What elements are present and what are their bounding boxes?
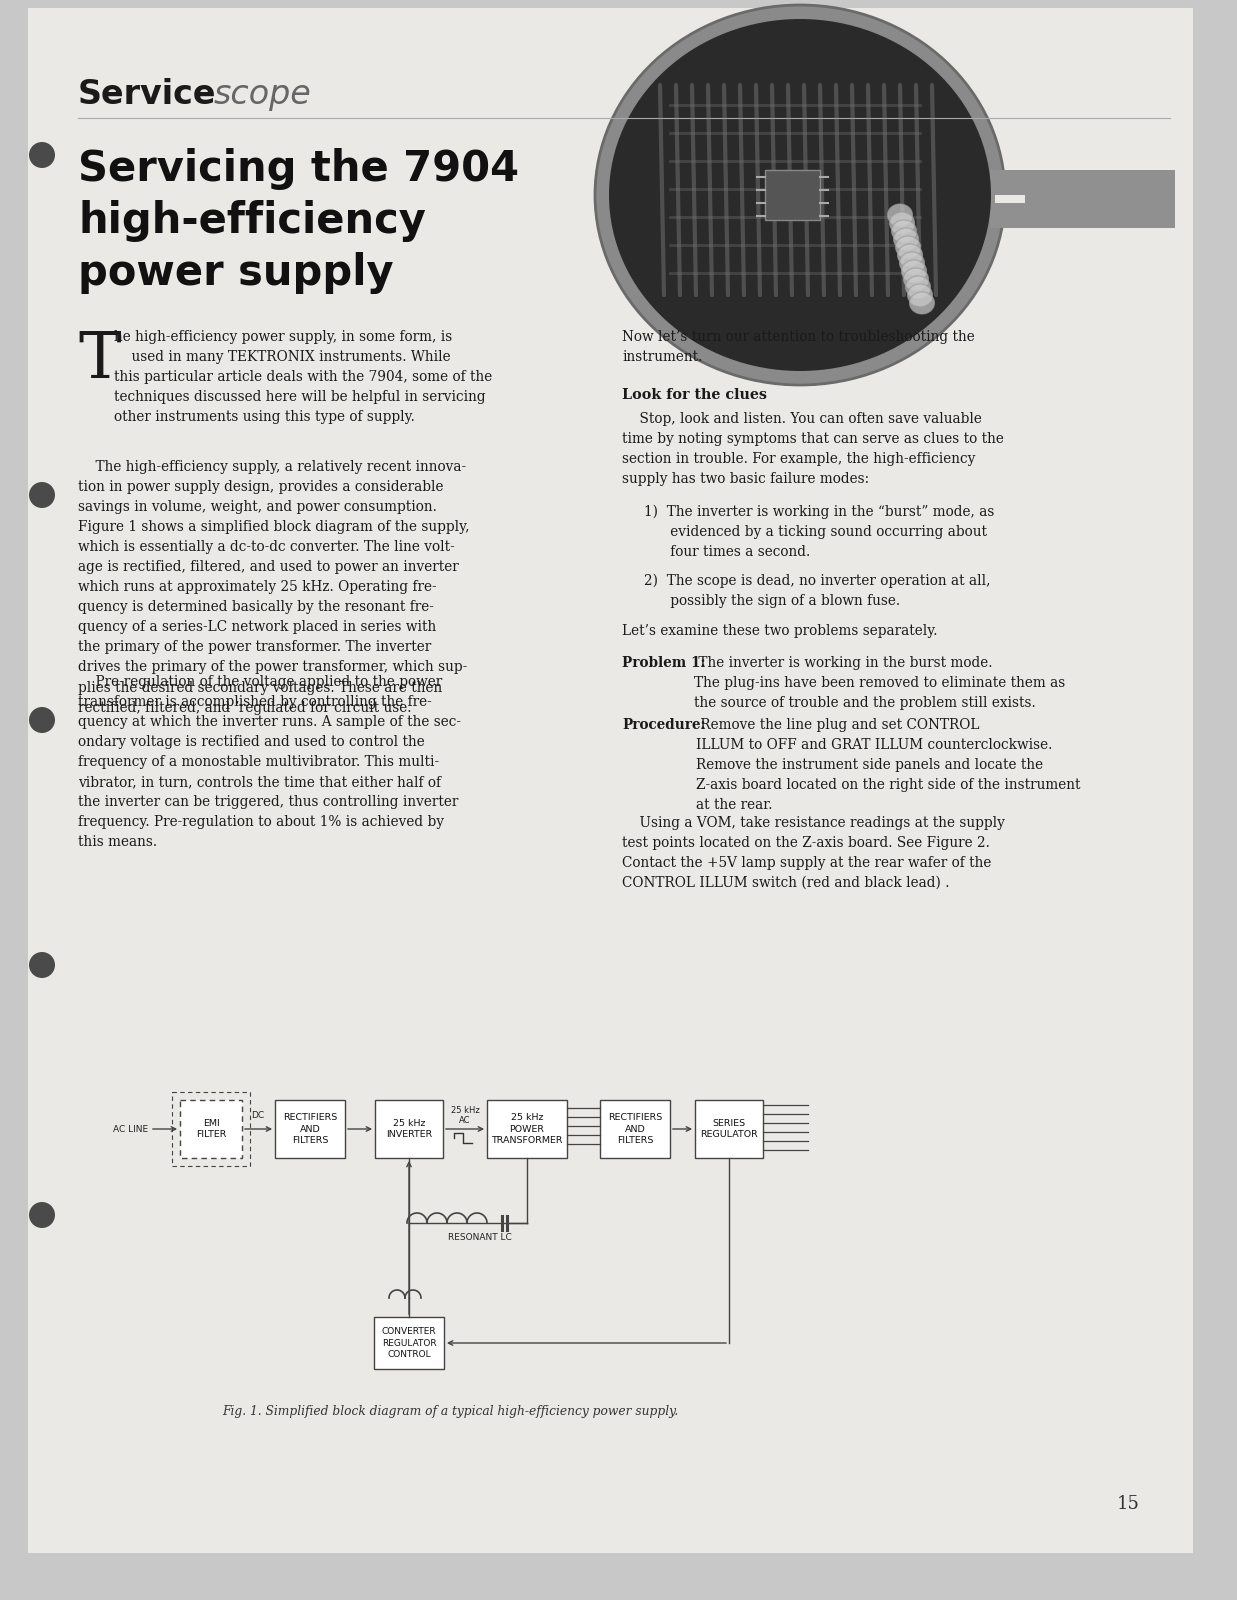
- Text: AC LINE: AC LINE: [113, 1125, 148, 1133]
- Bar: [172, 1091, 250, 1166]
- Text: CONVERTER
REGULATOR
CONTROL: CONVERTER REGULATOR CONTROL: [382, 1328, 437, 1358]
- Text: Procedure:: Procedure:: [622, 718, 705, 733]
- Text: The inverter is working in the burst mode.
The plug-ins have been removed to eli: The inverter is working in the burst mod…: [694, 656, 1065, 710]
- Ellipse shape: [898, 243, 923, 266]
- Text: The high-efficiency supply, a relatively recent innova-
tion in power supply des: The high-efficiency supply, a relatively…: [78, 461, 470, 715]
- Ellipse shape: [899, 251, 924, 274]
- Text: Fig. 1. Simplified block diagram of a typical high-efficiency power supply.: Fig. 1. Simplified block diagram of a ty…: [221, 1405, 678, 1418]
- Text: SERIES
REGULATOR: SERIES REGULATOR: [700, 1118, 758, 1139]
- Text: Stop, look and listen. You can often save valuable
time by noting symptoms that : Stop, look and listen. You can often sav…: [622, 411, 1004, 486]
- Ellipse shape: [28, 1202, 54, 1229]
- Ellipse shape: [893, 227, 919, 250]
- Text: Now let’s turn our attention to troubleshooting the
instrument.: Now let’s turn our attention to troubles…: [622, 330, 975, 365]
- Ellipse shape: [28, 142, 54, 168]
- Bar: [600, 1101, 670, 1158]
- Text: Let’s examine these two problems separately.: Let’s examine these two problems separat…: [622, 624, 938, 638]
- Ellipse shape: [908, 285, 933, 306]
- Text: T: T: [78, 330, 121, 390]
- Text: DC: DC: [251, 1110, 265, 1120]
- Ellipse shape: [28, 482, 54, 509]
- Text: 25 kHz
AC: 25 kHz AC: [450, 1106, 480, 1125]
- Text: Pre-regulation of the voltage applied to the power
transformer is accomplished b: Pre-regulation of the voltage applied to…: [78, 675, 461, 850]
- Text: 25 kHz
INVERTER: 25 kHz INVERTER: [386, 1118, 432, 1139]
- Bar: [487, 1101, 567, 1158]
- Ellipse shape: [892, 219, 917, 242]
- Text: Look for the clues: Look for the clues: [622, 387, 767, 402]
- Ellipse shape: [909, 291, 934, 314]
- Bar: [695, 1101, 763, 1158]
- Text: RECTIFIERS
AND
FILTERS: RECTIFIERS AND FILTERS: [283, 1114, 338, 1144]
- Ellipse shape: [595, 5, 1004, 386]
- Bar: [181, 1101, 242, 1158]
- Text: Using a VOM, take resistance readings at the supply
test points located on the Z: Using a VOM, take resistance readings at…: [622, 816, 1004, 890]
- Text: scope: scope: [214, 78, 312, 110]
- Ellipse shape: [902, 259, 927, 282]
- Text: he high-efficiency power supply, in some form, is
    used in many TEKTRONIX ins: he high-efficiency power supply, in some…: [114, 330, 492, 424]
- Text: 2)  The scope is dead, no inverter operation at all,
      possibly the sign of : 2) The scope is dead, no inverter operat…: [644, 574, 991, 608]
- Bar: [764, 170, 820, 219]
- Text: Service: Service: [78, 78, 216, 110]
- Text: RESONANT LC: RESONANT LC: [448, 1234, 512, 1242]
- Text: high-efficiency: high-efficiency: [78, 200, 426, 242]
- Text: Servicing the 7904: Servicing the 7904: [78, 149, 520, 190]
- Bar: [375, 1101, 443, 1158]
- Ellipse shape: [887, 203, 913, 226]
- Ellipse shape: [889, 211, 914, 234]
- Ellipse shape: [28, 952, 54, 978]
- Text: RECTIFIERS
AND
FILTERS: RECTIFIERS AND FILTERS: [607, 1114, 662, 1144]
- Text: EMI
FILTER: EMI FILTER: [195, 1118, 226, 1139]
- Ellipse shape: [896, 235, 920, 258]
- Text: 1)  The inverter is working in the “burst” mode, as
      evidenced by a ticking: 1) The inverter is working in the “burst…: [644, 506, 995, 560]
- Bar: [275, 1101, 345, 1158]
- Bar: [990, 170, 1175, 227]
- Text: power supply: power supply: [78, 251, 393, 294]
- Ellipse shape: [609, 19, 991, 371]
- Ellipse shape: [28, 707, 54, 733]
- Text: 15: 15: [1117, 1494, 1141, 1514]
- Ellipse shape: [905, 275, 930, 298]
- Text: Remove the line plug and set CONTROL
ILLUM to OFF and GRAT ILLUM counterclockwis: Remove the line plug and set CONTROL ILL…: [696, 718, 1080, 813]
- Bar: [995, 195, 1025, 203]
- Bar: [374, 1317, 444, 1370]
- Text: Problem 1:: Problem 1:: [622, 656, 705, 670]
- Text: 25 kHz
POWER
TRANSFORMER: 25 kHz POWER TRANSFORMER: [491, 1114, 563, 1144]
- Ellipse shape: [903, 267, 929, 290]
